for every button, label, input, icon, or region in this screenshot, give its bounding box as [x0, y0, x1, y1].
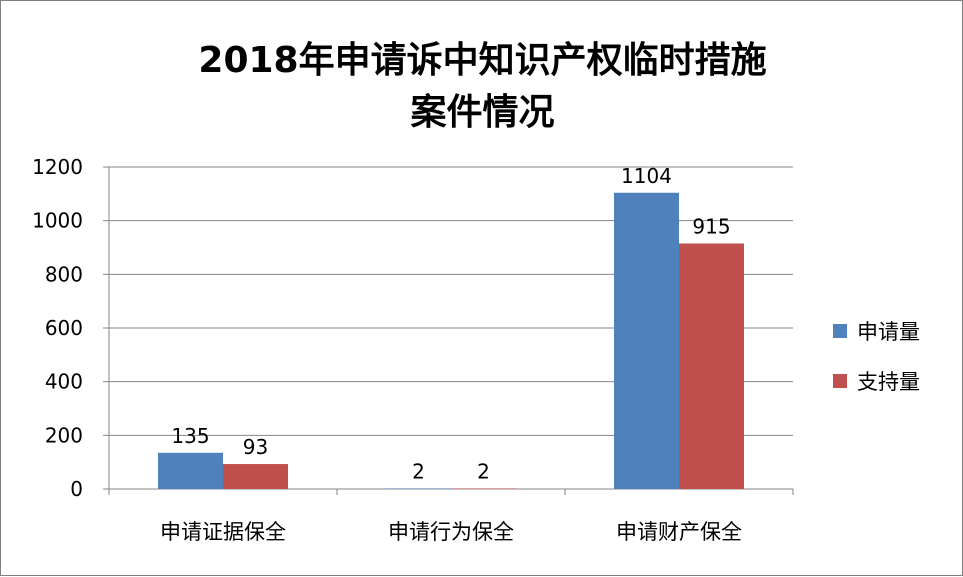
y-tick-label: 800 [45, 262, 83, 286]
bar [679, 243, 744, 489]
x-category-label: 申请财产保全 [616, 520, 742, 544]
data-label: 915 [692, 214, 730, 238]
y-tick-label: 600 [45, 316, 83, 340]
bar [614, 192, 679, 489]
legend-swatch [833, 324, 847, 338]
x-category-label: 申请证据保全 [160, 520, 286, 544]
legend-swatch [833, 374, 847, 388]
chart-title-line-1: 2018年申请诉中知识产权临时措施 [198, 40, 767, 81]
bar [158, 452, 223, 489]
legend-label: 申请量 [857, 320, 920, 344]
legend-label: 支持量 [857, 370, 920, 394]
chart-title-line-2: 案件情况 [410, 92, 555, 133]
bar [223, 464, 288, 489]
data-label: 2 [412, 459, 425, 483]
y-tick-label: 0 [70, 477, 83, 501]
data-label: 93 [243, 435, 268, 459]
data-label: 1104 [621, 164, 672, 188]
y-tick-label: 200 [45, 423, 83, 447]
bar [451, 488, 516, 489]
data-label: 2 [477, 459, 490, 483]
bar [386, 488, 451, 489]
y-tick-label: 1200 [32, 155, 83, 179]
y-tick-label: 400 [45, 370, 83, 394]
x-category-label: 申请行为保全 [388, 520, 514, 544]
data-label: 135 [171, 424, 209, 448]
y-tick-label: 1000 [32, 209, 83, 233]
